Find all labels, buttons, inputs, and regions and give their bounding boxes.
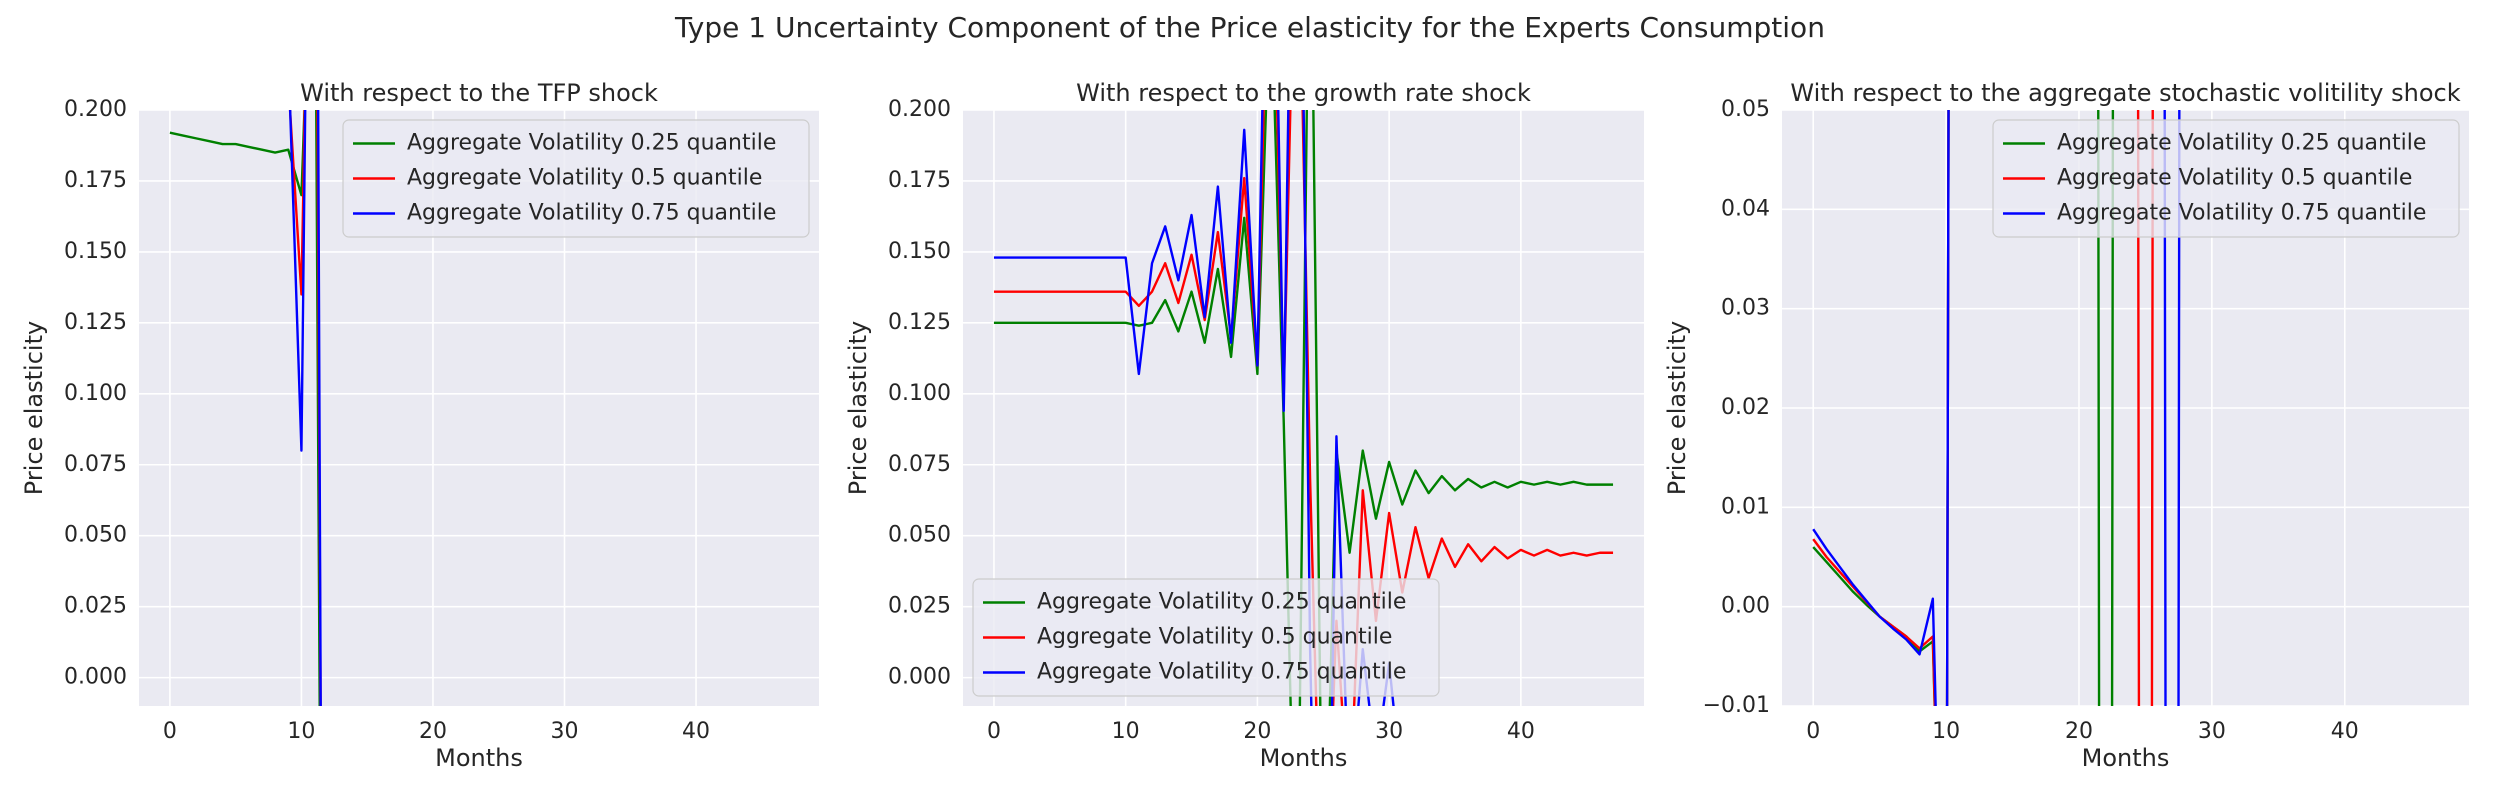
x-tick-label: 10 xyxy=(287,719,315,744)
y-axis-label: Price elasticity xyxy=(1663,321,1691,495)
x-tick-label: 20 xyxy=(2065,719,2093,744)
y-tick-label: 0.125 xyxy=(64,310,127,335)
data-line xyxy=(993,110,1395,706)
subplot: 0 10 20 30 40 0.000 0.025 0.050 0.075 0.100 0.125 0… xyxy=(20,79,819,772)
legend-label: Aggregate Volatility 0.75 quantile xyxy=(1037,660,1406,685)
y-tick-label: 0.025 xyxy=(64,594,127,619)
x-axis-label: Months xyxy=(435,744,523,772)
x-tick-label: 10 xyxy=(1112,719,1140,744)
y-tick-label: 0.025 xyxy=(888,594,951,619)
x-tick-label: 30 xyxy=(1375,719,1403,744)
data-line xyxy=(288,110,322,706)
legend: Aggregate Volatility 0.25 quantile Aggreg… xyxy=(342,119,810,238)
y-tick-label: 0.200 xyxy=(64,97,127,122)
data-line xyxy=(169,110,321,706)
x-tick-label: 20 xyxy=(1243,719,1271,744)
y-tick-label: 0.050 xyxy=(64,523,127,548)
legend-label: Aggregate Volatility 0.75 quantile xyxy=(2057,201,2426,226)
y-tick-label: −0.01 xyxy=(1703,693,1770,718)
y-tick-label: 0.000 xyxy=(64,665,127,690)
legend-box xyxy=(342,119,810,238)
y-tick-label: 0.050 xyxy=(888,523,951,548)
y-axis-label: Price elasticity xyxy=(844,321,872,495)
y-tick-label: 0.150 xyxy=(64,239,127,264)
legend-label: Aggregate Volatility 0.75 quantile xyxy=(407,201,776,226)
data-line xyxy=(1812,110,2154,706)
legend: Aggregate Volatility 0.25 quantile Aggreg… xyxy=(1992,119,2460,238)
x-tick-label: 40 xyxy=(682,719,710,744)
y-tick-label: 0.150 xyxy=(888,239,951,264)
x-tick-label: 0 xyxy=(987,719,1001,744)
x-tick-label: 30 xyxy=(550,719,578,744)
x-tick-label: 0 xyxy=(163,719,177,744)
y-tick-label: 0.100 xyxy=(888,381,951,406)
legend-label: Aggregate Volatility 0.25 quantile xyxy=(1037,590,1406,615)
subplot-title: With respect to the aggregate stochastic… xyxy=(1790,79,2460,107)
legend-box xyxy=(972,578,1440,697)
data-line xyxy=(993,110,1614,706)
figure-title: Type 1 Uncertainty Component of the Pric… xyxy=(674,11,1825,44)
legend-label: Aggregate Volatility 0.5 quantile xyxy=(1037,625,1392,650)
legend-label: Aggregate Volatility 0.5 quantile xyxy=(407,166,762,191)
subplot-title: With respect to the growth rate shock xyxy=(1076,79,1531,107)
y-tick-label: 0.175 xyxy=(888,168,951,193)
y-tick-label: 0.125 xyxy=(888,310,951,335)
x-tick-label: 20 xyxy=(419,719,447,744)
legend-box xyxy=(1992,119,2460,238)
y-tick-label: 0.200 xyxy=(888,97,951,122)
y-tick-label: 0.175 xyxy=(64,168,127,193)
x-axis-label: Months xyxy=(1260,744,1348,772)
legend-label: Aggregate Volatility 0.25 quantile xyxy=(407,131,776,156)
y-tick-label: 0.075 xyxy=(64,452,127,477)
y-tick-label: 0.04 xyxy=(1721,196,1770,221)
data-line xyxy=(1812,110,2181,706)
legend: Aggregate Volatility 0.25 quantile Aggreg… xyxy=(972,578,1440,697)
legend-label: Aggregate Volatility 0.5 quantile xyxy=(2057,166,2412,191)
y-tick-label: 0.075 xyxy=(888,452,951,477)
y-tick-label: 0.05 xyxy=(1721,97,1770,122)
legend-label: Aggregate Volatility 0.25 quantile xyxy=(2057,131,2426,156)
x-axis-label: Months xyxy=(2082,744,2170,772)
x-tick-label: 0 xyxy=(1806,719,1820,744)
y-tick-label: 0.100 xyxy=(64,381,127,406)
y-tick-label: 0.000 xyxy=(888,665,951,690)
x-tick-label: 40 xyxy=(1507,719,1535,744)
subplot-title: With respect to the TFP shock xyxy=(300,79,658,107)
subplot: 0 10 20 30 40 0.000 0.025 0.050 0.075 0.100 0.125 0… xyxy=(844,79,1644,772)
subplot: 0 10 20 30 40 −0.01 0.00 0.01 0.02 0.03 0.04 0.05 Wi… xyxy=(1663,79,2469,772)
y-tick-label: 0.02 xyxy=(1721,395,1770,420)
data-line xyxy=(288,110,322,706)
x-tick-label: 10 xyxy=(1932,719,1960,744)
y-tick-label: 0.03 xyxy=(1721,296,1770,321)
y-tick-label: 0.00 xyxy=(1721,594,1770,619)
y-axis-label: Price elasticity xyxy=(20,321,48,495)
x-tick-label: 40 xyxy=(2331,719,2359,744)
y-tick-label: 0.01 xyxy=(1721,494,1770,519)
data-line xyxy=(1812,110,2115,706)
x-tick-label: 30 xyxy=(2198,719,2226,744)
